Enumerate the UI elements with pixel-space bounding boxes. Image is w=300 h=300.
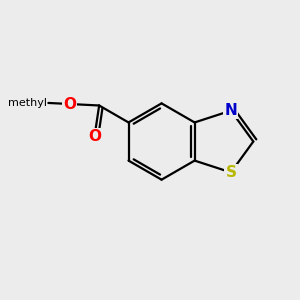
Text: methyl: methyl <box>8 98 47 108</box>
Text: O: O <box>88 129 101 144</box>
Text: O: O <box>63 97 76 112</box>
Text: S: S <box>225 165 236 180</box>
Text: N: N <box>224 103 237 118</box>
